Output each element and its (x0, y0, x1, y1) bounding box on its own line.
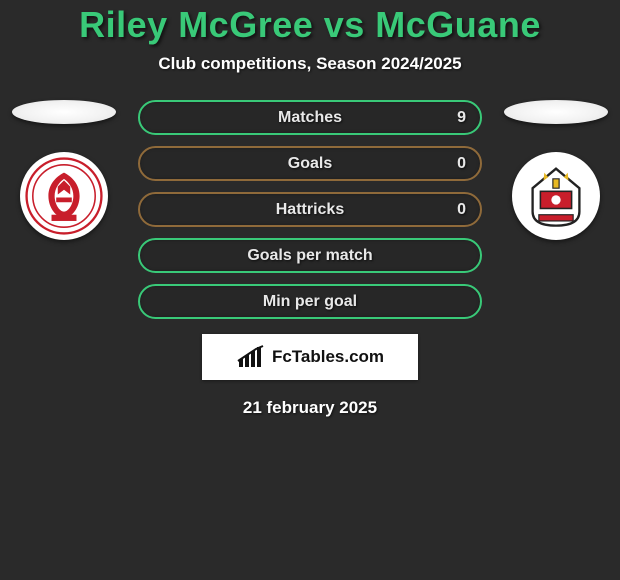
stat-pill: Hattricks 0 (138, 192, 482, 227)
stat-pill: Goals 0 (138, 146, 482, 181)
stat-pill: Goals per match (138, 238, 482, 273)
player-right-club-badge (512, 152, 600, 240)
player-left-column (12, 100, 116, 240)
stat-value-right: 0 (457, 155, 466, 173)
date-label: 21 february 2025 (243, 398, 377, 418)
player-left-club-badge (20, 152, 108, 240)
stat-label: Matches (278, 109, 342, 127)
stat-pill: Min per goal (138, 284, 482, 319)
page-subtitle: Club competitions, Season 2024/2025 (158, 54, 461, 74)
stat-value-right: 9 (457, 109, 466, 127)
brand-text: FcTables.com (272, 347, 384, 367)
stat-label: Goals per match (247, 247, 372, 265)
bristol-city-badge-icon (517, 157, 595, 235)
comparison-area: Matches 9 Goals 0 Hattricks 0 Goals per match M… (0, 100, 620, 380)
stat-label: Goals (288, 155, 332, 173)
player-right-photo (504, 100, 608, 124)
middlesbrough-badge-icon (25, 157, 103, 235)
brand-box[interactable]: FcTables.com (202, 334, 418, 380)
stat-label: Hattricks (276, 201, 344, 219)
player-right-column (504, 100, 608, 240)
page-title: Riley McGree vs McGuane (79, 4, 541, 46)
bar-chart-icon (236, 345, 266, 369)
player-left-photo (12, 100, 116, 124)
stat-label: Min per goal (263, 293, 357, 311)
stats-column: Matches 9 Goals 0 Hattricks 0 Goals per match M… (138, 100, 482, 380)
stat-value-right: 0 (457, 201, 466, 219)
stat-pill: Matches 9 (138, 100, 482, 135)
